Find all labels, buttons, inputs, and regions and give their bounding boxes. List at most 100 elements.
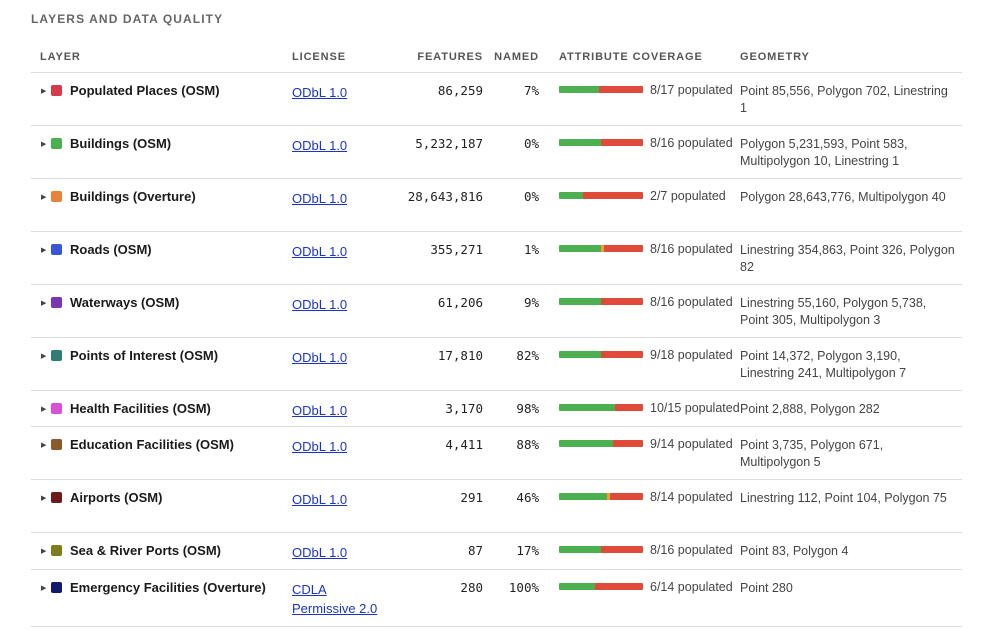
layer-name: Buildings (Overture)	[70, 188, 196, 204]
license-link[interactable]: ODbL 1.0	[292, 438, 348, 454]
named-percent: 46%	[516, 489, 539, 505]
license-cell: ODbL 1.0	[292, 284, 382, 338]
table-row[interactable]: ▶ Buildings (OSM) ODbL 1.0 5,232,187 0% 8…	[31, 125, 962, 179]
expand-caret-icon[interactable]: ▶	[41, 547, 47, 555]
layer-cell: ▶ Sea & River Ports (OSM)	[31, 532, 292, 570]
named-percent: 82%	[516, 347, 539, 363]
expand-caret-icon[interactable]: ▶	[41, 352, 47, 360]
features-count: 355,271	[430, 241, 483, 257]
features-count: 61,206	[437, 294, 483, 310]
expand-caret-icon[interactable]: ▶	[41, 140, 47, 148]
expand-caret-icon[interactable]: ▶	[41, 246, 47, 254]
spacer-cell	[539, 532, 559, 570]
table-row[interactable]: ▶ Emergency Facilities (Overture) CDLA Pe…	[31, 569, 962, 627]
layer-name: Airports (OSM)	[70, 489, 163, 505]
coverage-bar-missing	[610, 493, 643, 500]
license-link[interactable]: ODbL 1.0	[292, 84, 348, 100]
features-cell: 4,411	[382, 426, 483, 480]
coverage-wrap: 6/14 populated	[559, 580, 740, 594]
geometry-cell: Point 85,556, Polygon 702, Linestring 1	[740, 72, 962, 126]
layer-cell: ▶ Emergency Facilities (Overture)	[31, 569, 292, 627]
coverage-bar	[559, 583, 643, 590]
geometry-cell: Point 2,888, Polygon 282	[740, 390, 962, 427]
coverage-cell: 8/16 populated	[559, 284, 740, 338]
features-count: 291	[460, 489, 483, 505]
coverage-wrap: 8/17 populated	[559, 83, 740, 97]
features-cell: 87	[382, 532, 483, 570]
coverage-label: 10/15 populated	[650, 400, 740, 415]
table-row[interactable]: ▶ Populated Places (OSM) ODbL 1.0 86,259 …	[31, 72, 962, 126]
table-row[interactable]: ▶ Airports (OSM) ODbL 1.0 291 46% 8/14 po…	[31, 479, 962, 533]
license-link[interactable]: ODbL 1.0	[292, 402, 348, 418]
layer-name: Sea & River Ports (OSM)	[70, 542, 221, 558]
coverage-bar	[559, 440, 643, 447]
license-link[interactable]: ODbL 1.0	[292, 349, 348, 365]
expand-caret-icon[interactable]: ▶	[41, 193, 47, 201]
expand-caret-icon[interactable]: ▶	[41, 584, 47, 592]
table-row[interactable]: ▶ Education Facilities (OSM) ODbL 1.0 4,4…	[31, 426, 962, 480]
expand-caret-icon[interactable]: ▶	[41, 441, 47, 449]
named-cell: 46%	[483, 479, 539, 533]
coverage-wrap: 8/16 populated	[559, 242, 740, 256]
layer-color-swatch	[51, 243, 62, 255]
features-cell: 3,170	[382, 390, 483, 427]
table-header-row: LAYER LICENSE FEATURES NAMED ATTRIBUTE C…	[31, 42, 962, 73]
geometry-cell: Point 280	[740, 569, 962, 627]
spacer-cell	[539, 284, 559, 338]
coverage-wrap: 8/14 populated	[559, 490, 740, 504]
expand-caret-icon[interactable]: ▶	[41, 299, 47, 307]
license-link[interactable]: ODbL 1.0	[292, 137, 348, 153]
table-row[interactable]: ▶ Buildings (Overture) ODbL 1.0 28,643,81…	[31, 178, 962, 232]
layer-color-swatch	[51, 137, 62, 149]
named-percent: 9%	[523, 294, 539, 310]
license-link[interactable]: ODbL 1.0	[292, 544, 348, 560]
license-cell: ODbL 1.0	[292, 72, 382, 126]
license-link[interactable]: ODbL 1.0	[292, 243, 348, 259]
license-cell: ODbL 1.0	[292, 426, 382, 480]
coverage-bar-populated	[559, 583, 595, 590]
table-row[interactable]: ▶ Sea & River Ports (OSM) ODbL 1.0 87 17%…	[31, 532, 962, 570]
layer-cell: ▶ Roads (OSM)	[31, 231, 292, 285]
spacer-cell	[539, 569, 559, 627]
coverage-bar-populated	[559, 245, 601, 252]
coverage-bar-missing	[598, 86, 643, 93]
layer-name: Waterways (OSM)	[70, 294, 180, 310]
layer-name: Populated Places (OSM)	[70, 82, 220, 98]
table-row[interactable]: ▶ Health Facilities (OSM) ODbL 1.0 3,170 …	[31, 390, 962, 427]
coverage-wrap: 2/7 populated	[559, 189, 740, 203]
named-percent: 7%	[523, 82, 539, 98]
license-link[interactable]: ODbL 1.0	[292, 296, 348, 312]
coverage-label: 8/16 populated	[650, 542, 733, 557]
table-row[interactable]: ▶ Roads (OSM) ODbL 1.0 355,271 1% 8/16 po…	[31, 231, 962, 285]
coverage-bar-missing	[601, 351, 643, 358]
license-link[interactable]: ODbL 1.0	[292, 491, 348, 507]
layers-table: LAYER LICENSE FEATURES NAMED ATTRIBUTE C…	[31, 42, 962, 627]
license-cell: ODbL 1.0	[292, 532, 382, 570]
features-count: 5,232,187	[415, 135, 483, 151]
features-count: 87	[467, 542, 483, 558]
coverage-cell: 8/16 populated	[559, 532, 740, 570]
expand-caret-icon[interactable]: ▶	[41, 87, 47, 95]
license-link[interactable]: ODbL 1.0	[292, 190, 348, 206]
coverage-wrap: 9/14 populated	[559, 437, 740, 451]
spacer-cell	[539, 231, 559, 285]
table-row[interactable]: ▶ Waterways (OSM) ODbL 1.0 61,206 9% 8/16…	[31, 284, 962, 338]
layer-cell: ▶ Airports (OSM)	[31, 479, 292, 533]
table-row[interactable]: ▶ Points of Interest (OSM) ODbL 1.0 17,81…	[31, 337, 962, 391]
license-link[interactable]: CDLA Permissive 2.0	[292, 581, 378, 616]
named-percent: 0%	[523, 188, 539, 204]
layer-color-swatch	[51, 581, 62, 593]
expand-caret-icon[interactable]: ▶	[41, 405, 47, 413]
license-cell: ODbL 1.0	[292, 337, 382, 391]
features-count: 3,170	[445, 400, 483, 416]
coverage-cell: 6/14 populated	[559, 569, 740, 627]
expand-caret-icon[interactable]: ▶	[41, 494, 47, 502]
license-cell: CDLA Permissive 2.0	[292, 569, 382, 627]
features-cell: 17,810	[382, 337, 483, 391]
features-cell: 355,271	[382, 231, 483, 285]
coverage-wrap: 8/16 populated	[559, 543, 740, 557]
geometry-cell: Linestring 55,160, Polygon 5,738, Point …	[740, 284, 962, 338]
spacer-cell	[539, 337, 559, 391]
layer-color-swatch	[51, 402, 62, 414]
coverage-bar	[559, 351, 643, 358]
